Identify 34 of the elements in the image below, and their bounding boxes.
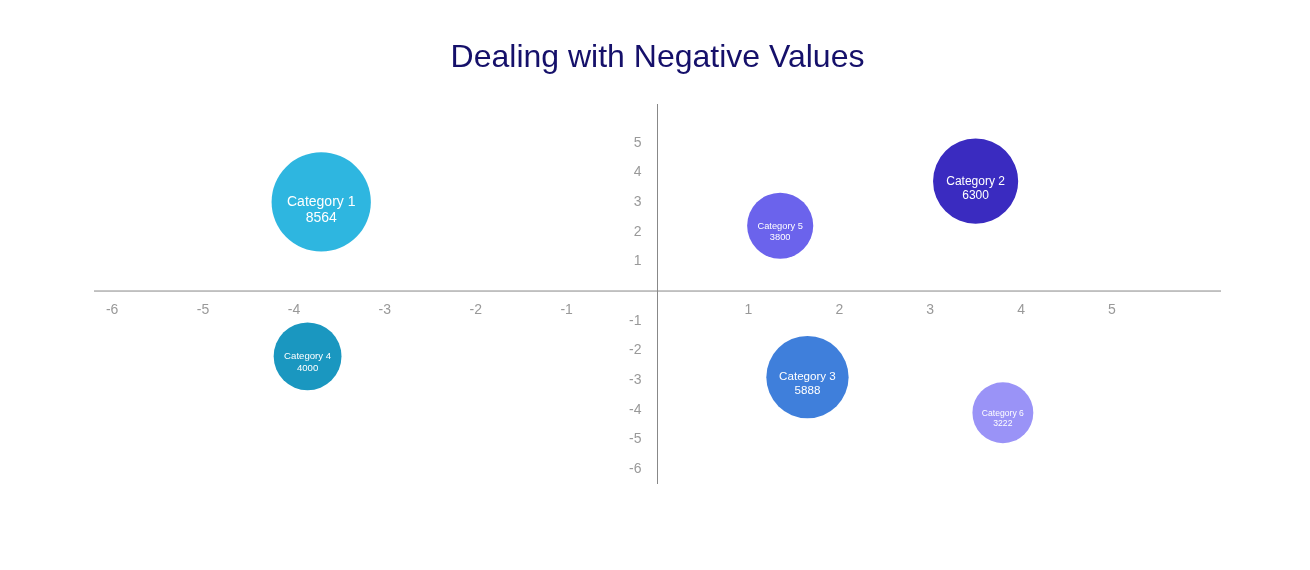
- y-tick-label: 3: [633, 192, 642, 209]
- data-label: 8564: [305, 208, 337, 225]
- series-label: Category 3: [779, 369, 836, 383]
- x-tick-label: -4: [287, 301, 301, 318]
- x-tick-label: -2: [469, 301, 483, 318]
- y-tick-label: -5: [629, 430, 642, 447]
- data-label: 3800: [769, 232, 791, 243]
- y-tick-label: 5: [633, 133, 642, 150]
- series-label: Category 4: [284, 350, 332, 362]
- x-tick-label: -5: [196, 301, 210, 318]
- x-tick-label: -3: [378, 301, 392, 318]
- y-tick-label: -4: [629, 400, 642, 417]
- y-tick-label: 2: [633, 222, 642, 239]
- x-tick-label: 5: [1108, 301, 1117, 318]
- x-tick-label: 3: [926, 301, 935, 318]
- x-tick-label: 4: [1017, 301, 1026, 318]
- series-label: Category 2: [946, 174, 1006, 189]
- x-tick-label: 2: [835, 301, 844, 318]
- series-label: Category 5: [757, 220, 803, 231]
- series-label: Category 6: [981, 407, 1025, 418]
- data-label: 4000: [296, 361, 319, 373]
- y-tick-label: -3: [629, 371, 642, 388]
- x-tick-label: -1: [560, 301, 574, 318]
- y-tick-label: -2: [629, 341, 642, 358]
- y-tick-label: -6: [629, 460, 642, 477]
- x-tick-label: -6: [105, 301, 119, 318]
- chart-title: Dealing with Negative Values: [450, 37, 865, 74]
- y-tick-label: 1: [633, 252, 642, 269]
- data-label: 6300: [962, 188, 990, 203]
- series-label: Category 1: [286, 192, 356, 209]
- y-tick-label: 4: [633, 163, 642, 180]
- x-tick-label: 1: [744, 301, 753, 318]
- data-label: 3222: [993, 418, 1013, 429]
- data-label: 5888: [794, 382, 821, 396]
